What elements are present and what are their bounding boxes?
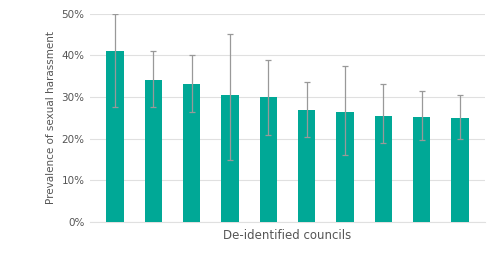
Bar [260,98,277,222]
Bar [222,95,238,222]
Bar [183,85,200,222]
X-axis label: De-identified councils: De-identified councils [224,229,352,242]
Y-axis label: Prevalence of sexual harassment: Prevalence of sexual harassment [46,31,56,204]
Bar [298,109,316,222]
Bar [374,116,392,222]
Bar [106,51,124,222]
Bar [144,80,162,222]
Bar [336,112,353,222]
Bar [413,117,430,222]
Bar [452,118,468,222]
